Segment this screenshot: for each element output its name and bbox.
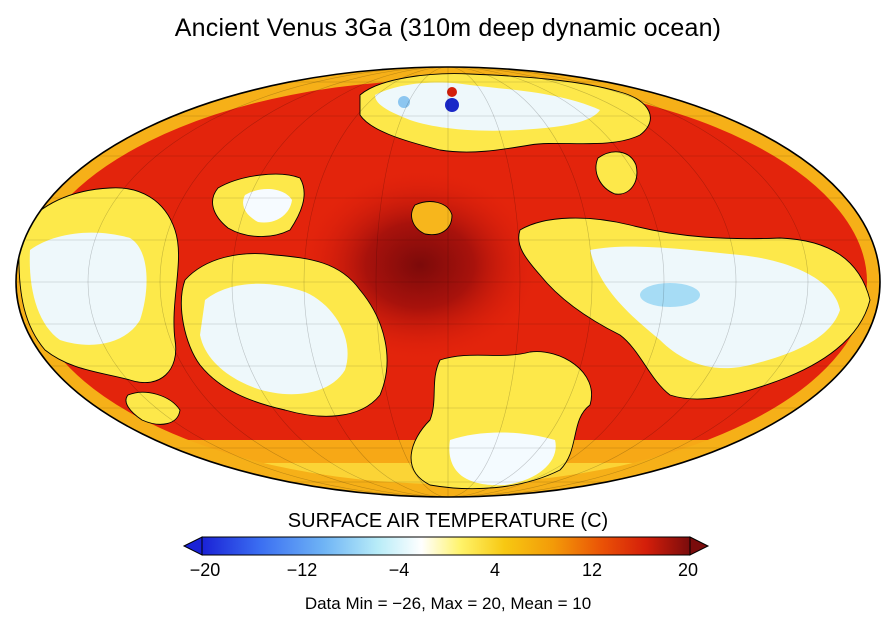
colorbar-bar <box>201 536 691 556</box>
colorbar-tick: 4 <box>489 560 501 580</box>
colorbar-tick: −12 <box>286 560 318 580</box>
island-northeast <box>595 151 638 195</box>
cold-area-north <box>375 82 600 131</box>
cool-spot-north <box>398 96 410 108</box>
data-stats: Data Min = −26, Max = 20, Mean = 10 <box>304 594 592 613</box>
coldest-spot <box>445 98 459 112</box>
island-central <box>411 201 453 236</box>
cool-spot-east <box>640 283 700 307</box>
graticule <box>16 67 880 497</box>
colorbar-tick: 12 <box>581 560 603 580</box>
warm-spot-north <box>447 87 457 97</box>
colorbar-max-arrow <box>689 536 710 556</box>
cold-area-east <box>590 246 840 369</box>
colorbar-tick: 20 <box>677 560 699 580</box>
colorbar-min-arrow <box>182 536 203 556</box>
colorbar-tick: −4 <box>388 560 410 580</box>
colorbar-label: SURFACE AIR TEMPERATURE (C) <box>287 510 609 532</box>
cold-area-west <box>29 232 147 345</box>
cold-area-south <box>449 432 556 486</box>
map-title: Ancient Venus 3Ga (310m deep dynamic oce… <box>174 14 722 42</box>
map-border <box>15 66 881 498</box>
cold-area-central <box>200 283 348 395</box>
cold-area-northwest <box>243 188 292 223</box>
colorbar <box>182 536 710 556</box>
island-southwest <box>125 391 181 425</box>
colorbar-tick: −20 <box>189 560 221 580</box>
